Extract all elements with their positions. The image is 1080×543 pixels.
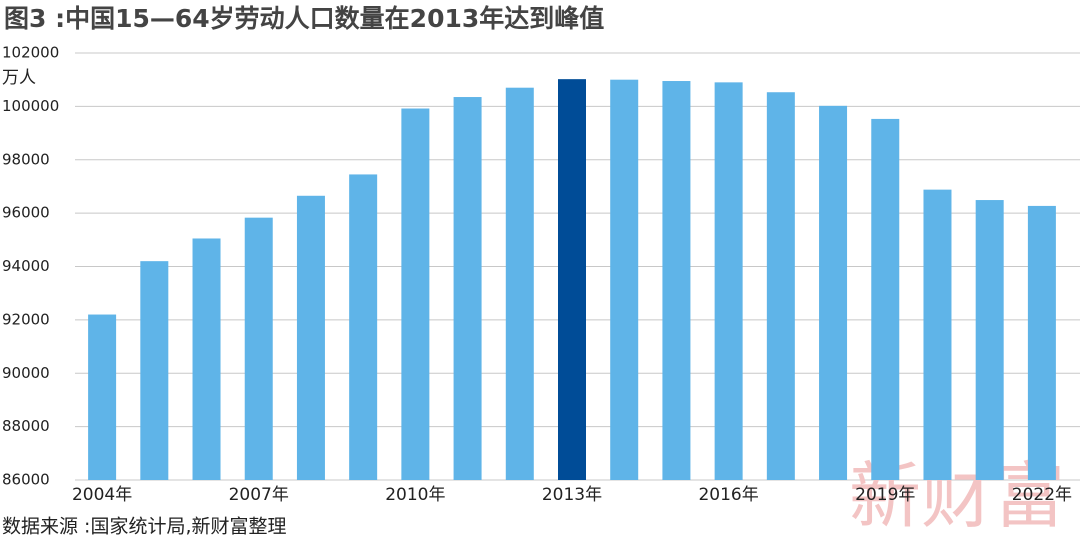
y-tick-label: 100000 [2, 97, 59, 115]
bar [871, 118, 900, 480]
bar [88, 314, 117, 480]
bar [819, 105, 848, 480]
x-tick-label: 2016年 [698, 485, 758, 505]
bar [923, 189, 952, 480]
bar [453, 97, 482, 481]
y-tick-label: 90000 [2, 364, 50, 382]
y-tick-label: 98000 [2, 150, 50, 168]
y-tick-label: 88000 [2, 417, 50, 435]
bar [505, 87, 534, 480]
bar [140, 261, 169, 480]
chart-title: 图3 :中国15—64岁劳动人口数量在2013年达到峰值 [4, 4, 604, 33]
x-tick-label: 2019年 [855, 485, 915, 505]
y-tick-label: 96000 [2, 204, 50, 222]
y-tick-label: 92000 [2, 310, 50, 328]
y-tick-label: 102000 [2, 44, 59, 62]
bar [349, 174, 378, 480]
bar [244, 217, 273, 481]
bar [401, 108, 430, 480]
bar [558, 79, 586, 480]
source-note: 数据来源 :国家统计局,新财富整理 [2, 516, 286, 538]
bar [610, 79, 639, 480]
bar [766, 92, 795, 480]
x-tick-label: 2004年 [72, 485, 132, 505]
bar [1027, 205, 1056, 480]
x-tick-label: 2007年 [229, 485, 289, 505]
bar [192, 238, 221, 480]
bar [296, 195, 325, 480]
x-tick-label: 2013年 [542, 485, 602, 505]
x-tick-label: 2022年 [1012, 485, 1072, 505]
bar [662, 81, 691, 480]
x-tick-label: 2010年 [385, 485, 445, 505]
bar [714, 82, 743, 480]
y-tick-label: 94000 [2, 257, 50, 275]
y-axis-label: 万人 [2, 68, 36, 88]
y-tick-label: 86000 [2, 471, 50, 489]
bar [975, 200, 1004, 480]
